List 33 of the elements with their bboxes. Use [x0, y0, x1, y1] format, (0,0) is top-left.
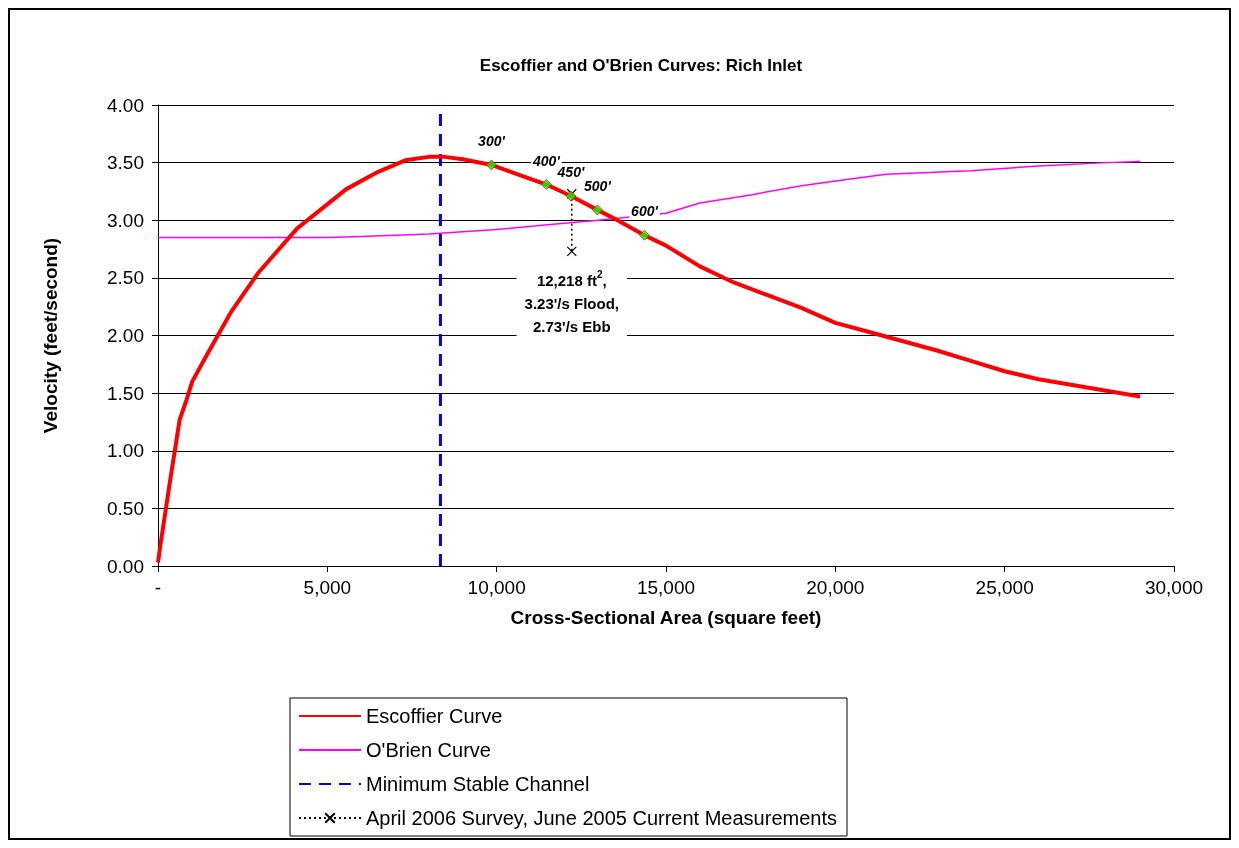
- x-tick-label: 10,000: [467, 577, 526, 598]
- x-axis-title: Cross-Sectional Area (square feet): [510, 607, 822, 628]
- x-tick-label: 5,000: [303, 577, 352, 598]
- line-series: [156, 154, 1143, 565]
- x-tick-label: 25,000: [975, 577, 1034, 598]
- y-tick-label: 4.00: [107, 94, 144, 116]
- point: [638, 229, 650, 241]
- y-tick-label: 0.50: [107, 497, 144, 519]
- x-tick-label: -: [154, 577, 162, 598]
- annotation: 500': [584, 177, 612, 194]
- y-tick-label: 2.00: [107, 325, 144, 346]
- x-tick-label: 15,000: [636, 577, 696, 598]
- point: [566, 246, 577, 257]
- legend-label: April 2006 Survey, June 2005 Current Measurements: [366, 807, 837, 829]
- annotation: 300': [478, 132, 506, 149]
- y-tick-label: 2.50: [107, 267, 144, 289]
- y-tick-label: 3.50: [107, 152, 144, 174]
- legend-label: Escoffier Curve: [366, 705, 503, 727]
- y-tick-label: 1.00: [107, 440, 144, 462]
- x-tick-label: 30,000: [1144, 577, 1204, 598]
- annotation: 600': [631, 203, 659, 220]
- y-tick-label: 0.00: [107, 555, 144, 577]
- x-tick-label: 20,000: [806, 577, 865, 598]
- annotation: 400': [532, 152, 561, 169]
- legend-label: Minimum Stable Channel: [366, 773, 590, 795]
- y-axis-title: Velocity (feet/second): [40, 237, 61, 434]
- chart-title: Escoffier and O'Brien Curves: Rich Inlet: [479, 56, 803, 75]
- legend-label: O'Brien Curve: [366, 739, 491, 761]
- point: [591, 204, 603, 216]
- y-tick-label: 3.00: [107, 209, 144, 231]
- point: [540, 179, 552, 191]
- y-tick-label: 1.50: [107, 382, 144, 404]
- point: [485, 159, 497, 171]
